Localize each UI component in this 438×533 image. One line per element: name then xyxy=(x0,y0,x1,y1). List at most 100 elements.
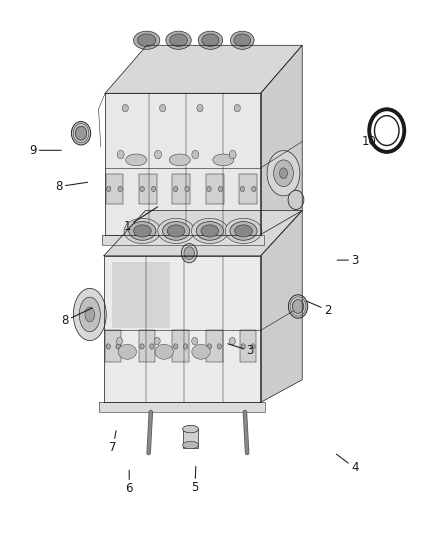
Polygon shape xyxy=(105,93,261,235)
Bar xyxy=(183,429,198,448)
Ellipse shape xyxy=(202,34,219,46)
Polygon shape xyxy=(104,211,302,256)
Ellipse shape xyxy=(138,34,156,46)
Circle shape xyxy=(122,104,128,112)
Circle shape xyxy=(159,104,166,112)
Circle shape xyxy=(173,344,178,349)
Polygon shape xyxy=(112,262,170,328)
Circle shape xyxy=(140,187,145,192)
Bar xyxy=(173,174,190,204)
Circle shape xyxy=(117,150,124,159)
Polygon shape xyxy=(105,45,302,93)
Ellipse shape xyxy=(274,160,293,187)
Circle shape xyxy=(184,247,194,260)
Circle shape xyxy=(118,187,122,192)
Ellipse shape xyxy=(234,34,251,46)
Bar xyxy=(206,330,223,362)
Ellipse shape xyxy=(230,222,257,240)
Ellipse shape xyxy=(225,219,262,244)
Ellipse shape xyxy=(162,222,190,240)
Polygon shape xyxy=(104,256,261,402)
Ellipse shape xyxy=(166,31,191,50)
Circle shape xyxy=(241,344,245,349)
Circle shape xyxy=(192,337,198,345)
Ellipse shape xyxy=(126,154,147,166)
Text: 3: 3 xyxy=(228,344,253,357)
Bar xyxy=(139,174,157,204)
Circle shape xyxy=(207,344,212,349)
Ellipse shape xyxy=(74,288,106,341)
Ellipse shape xyxy=(170,34,187,46)
Ellipse shape xyxy=(196,222,223,240)
Text: 8: 8 xyxy=(56,180,88,193)
Circle shape xyxy=(229,150,236,159)
Ellipse shape xyxy=(79,297,100,332)
Polygon shape xyxy=(261,211,302,402)
Circle shape xyxy=(150,344,154,349)
Bar xyxy=(240,330,256,362)
Ellipse shape xyxy=(85,307,95,322)
Ellipse shape xyxy=(155,344,173,359)
Bar xyxy=(139,330,155,362)
Bar xyxy=(206,174,224,204)
Bar xyxy=(173,330,189,362)
Circle shape xyxy=(152,187,156,192)
Circle shape xyxy=(106,187,111,192)
Ellipse shape xyxy=(183,425,198,433)
Bar xyxy=(106,174,124,204)
Ellipse shape xyxy=(235,225,252,237)
Circle shape xyxy=(292,300,304,313)
Ellipse shape xyxy=(124,219,161,244)
Circle shape xyxy=(173,187,178,192)
Text: 10: 10 xyxy=(361,129,376,148)
Ellipse shape xyxy=(169,154,190,166)
Ellipse shape xyxy=(267,151,300,196)
Circle shape xyxy=(117,337,123,345)
Circle shape xyxy=(75,126,87,140)
Ellipse shape xyxy=(230,31,254,50)
Circle shape xyxy=(240,187,245,192)
Circle shape xyxy=(140,344,144,349)
Ellipse shape xyxy=(134,225,151,237)
Ellipse shape xyxy=(198,31,223,50)
Circle shape xyxy=(197,104,203,112)
Circle shape xyxy=(230,337,236,345)
Circle shape xyxy=(155,150,162,159)
Polygon shape xyxy=(261,45,302,235)
Circle shape xyxy=(184,344,188,349)
Text: 8: 8 xyxy=(61,308,92,327)
Ellipse shape xyxy=(183,441,198,449)
Circle shape xyxy=(288,190,304,209)
Ellipse shape xyxy=(129,222,156,240)
Circle shape xyxy=(217,344,222,349)
Ellipse shape xyxy=(134,31,160,50)
Bar xyxy=(105,330,121,362)
Circle shape xyxy=(154,337,160,345)
Polygon shape xyxy=(99,402,265,412)
Text: 5: 5 xyxy=(191,466,198,494)
Text: 9: 9 xyxy=(29,144,61,157)
Circle shape xyxy=(185,187,189,192)
Ellipse shape xyxy=(158,219,194,244)
Circle shape xyxy=(116,344,120,349)
Ellipse shape xyxy=(213,154,234,166)
Ellipse shape xyxy=(191,219,228,244)
Text: 1: 1 xyxy=(123,207,158,233)
Circle shape xyxy=(106,344,110,349)
Text: 6: 6 xyxy=(125,470,133,495)
Circle shape xyxy=(288,295,307,318)
Text: 4: 4 xyxy=(336,454,359,474)
Circle shape xyxy=(251,344,255,349)
Circle shape xyxy=(234,104,240,112)
Bar xyxy=(239,174,257,204)
Ellipse shape xyxy=(167,225,185,237)
Text: 3: 3 xyxy=(337,254,358,266)
Circle shape xyxy=(207,187,211,192)
Ellipse shape xyxy=(118,344,137,359)
Polygon shape xyxy=(102,235,264,245)
Ellipse shape xyxy=(192,344,210,359)
Ellipse shape xyxy=(279,168,287,179)
Circle shape xyxy=(218,187,223,192)
Circle shape xyxy=(192,150,199,159)
Text: 2: 2 xyxy=(307,301,332,317)
